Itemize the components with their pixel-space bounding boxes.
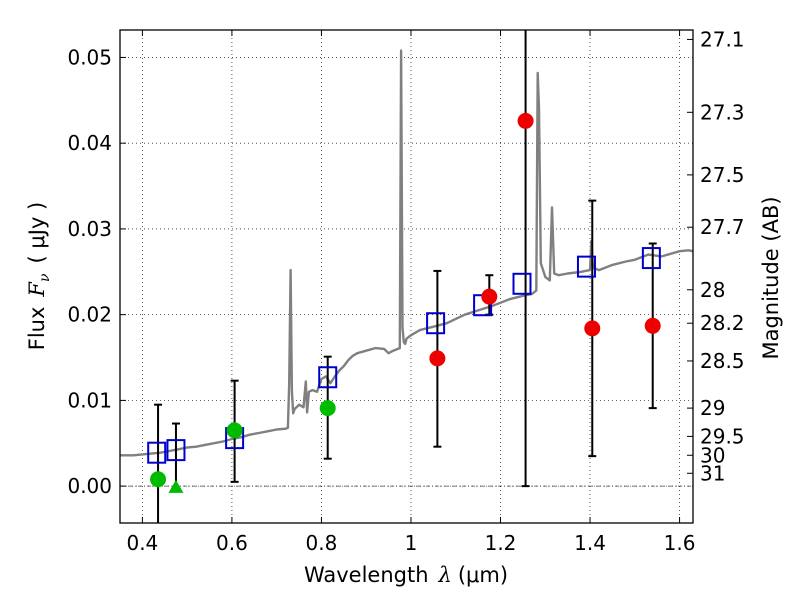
- y-tick-label: 0.05: [67, 45, 112, 69]
- x-tick-label: 0.6: [216, 531, 248, 555]
- right-tick-label: 27.1: [700, 27, 745, 51]
- x-tick-label: 0.4: [126, 531, 158, 555]
- y-axis-title-unit: ( μJy ): [25, 202, 49, 264]
- right-tick-label: 29.5: [700, 424, 745, 448]
- x-axis-ticks: 0.4 0.6 0.8 1 1.2 1.4 1.6: [126, 30, 695, 555]
- y-tick-label: 0.04: [67, 131, 112, 155]
- x-tick-label: 1.2: [485, 531, 517, 555]
- plot-area: [120, 30, 693, 523]
- model-photometry-square: [512, 272, 532, 295]
- y-axis-title-text: Flux: [25, 307, 49, 351]
- photometry-point: [481, 288, 498, 305]
- photometry-point: [429, 350, 446, 367]
- model-photometry-square: [641, 247, 661, 270]
- spectrum-line: [120, 49, 693, 457]
- right-tick-label: 28.5: [700, 349, 745, 373]
- model-photometry-square: [576, 255, 596, 278]
- model-photometry-square: [166, 439, 186, 462]
- x-tick-label: 0.8: [306, 531, 338, 555]
- y-tick-label: 0.00: [67, 474, 112, 498]
- y-axis-ticks: 0.00 0.01 0.02 0.03 0.04 0.05: [67, 45, 126, 498]
- photometry-point: [319, 400, 336, 417]
- y-tick-label: 0.02: [67, 303, 112, 327]
- right-tick-label: 31: [700, 461, 725, 485]
- grid-lines: [120, 30, 693, 523]
- y-axis-title-subscript: ν: [37, 273, 53, 282]
- right-tick-label: 27.3: [700, 100, 745, 124]
- right-tick-label: 30: [700, 443, 725, 467]
- right-tick-label: 27.5: [700, 163, 745, 187]
- plot-frame: [119, 29, 694, 524]
- y-axis-title-symbol: F: [25, 281, 49, 298]
- square-markers: [147, 247, 661, 464]
- x-axis-title: Wavelength λ (μm): [304, 563, 508, 587]
- right-tick-label: 28.2: [700, 311, 745, 335]
- x-tick-label: 1.6: [664, 531, 696, 555]
- x-axis-title-text: Wavelength: [304, 563, 429, 587]
- error-bars: [154, 30, 657, 523]
- x-axis-title-symbol: λ: [438, 563, 452, 587]
- right-tick-label: 29: [700, 396, 725, 420]
- photometry-point: [226, 422, 243, 439]
- model-photometry-square: [318, 366, 338, 389]
- photometry-point: [150, 471, 167, 488]
- upper-limit-triangle: [168, 479, 184, 493]
- x-tick-label: 1: [405, 531, 418, 555]
- x-axis-title-unit: (μm): [458, 563, 508, 587]
- photometry-point: [644, 317, 661, 334]
- data-markers: [150, 112, 661, 493]
- model-photometry-square: [147, 441, 167, 464]
- right-axis-title: Magnitude (AB): [759, 196, 783, 359]
- x-tick-label: 1.4: [574, 531, 606, 555]
- model-photometry-square: [426, 312, 446, 335]
- photometry-point: [517, 112, 534, 129]
- spectrum-series: [120, 49, 693, 457]
- photometry-point: [584, 320, 601, 337]
- y-axis-title: Flux Fν ( μJy ): [25, 202, 53, 350]
- right-tick-label: 28: [700, 278, 725, 302]
- y-tick-label: 0.01: [67, 388, 112, 412]
- right-tick-label: 27.7: [700, 215, 745, 239]
- y-tick-label: 0.03: [67, 217, 112, 241]
